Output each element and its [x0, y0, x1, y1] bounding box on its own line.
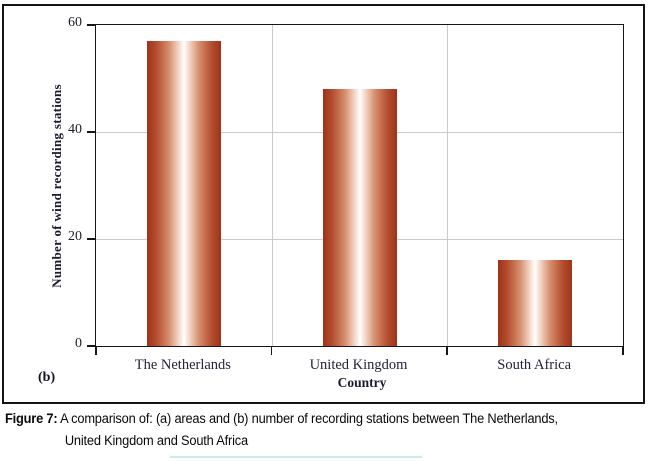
decorative-bottom-rule: [170, 456, 422, 458]
figure-panel: Number of wind recording stations 0 20 40 6…: [2, 4, 645, 404]
figure-caption-label: Figure 7:: [5, 411, 58, 426]
category-label-united-kingdom: United Kingdom: [309, 357, 408, 373]
y-tick-0: [87, 345, 95, 347]
bar-south-africa: [498, 260, 573, 346]
subfigure-label: (b): [38, 370, 56, 385]
y-tick-label-40: 40: [68, 122, 82, 137]
x-tick-1: [270, 346, 273, 355]
x-tick-2: [446, 346, 448, 355]
y-tick-60: [87, 24, 95, 26]
figure-caption: Figure 7: A comparison of: (a) areas and…: [5, 408, 649, 452]
category-label-south-africa: South Africa: [497, 357, 572, 373]
figure-caption-line2: United Kingdom and South Africa: [64, 433, 248, 448]
bar-united-kingdom: [322, 89, 397, 346]
y-axis-title: Number of wind recording stations: [49, 84, 64, 288]
y-tick-label-0: 0: [75, 336, 82, 351]
x-axis-title: Country: [337, 375, 387, 390]
y-tick-40: [87, 131, 95, 133]
category-label-the-netherlands: The Netherlands: [134, 357, 231, 373]
v-gridline-1: [271, 25, 273, 346]
plot-area: [95, 24, 624, 347]
x-tick-3: [622, 346, 624, 355]
y-tick-label-20: 20: [68, 229, 82, 244]
bar-the-netherlands: [146, 41, 221, 346]
v-gridline-2: [447, 25, 449, 346]
y-tick-label-60: 60: [68, 15, 82, 30]
x-tick-0: [95, 346, 97, 355]
figure-caption-line1: A comparison of: (a) areas and (b) numbe…: [57, 411, 558, 426]
y-tick-20: [87, 238, 95, 240]
